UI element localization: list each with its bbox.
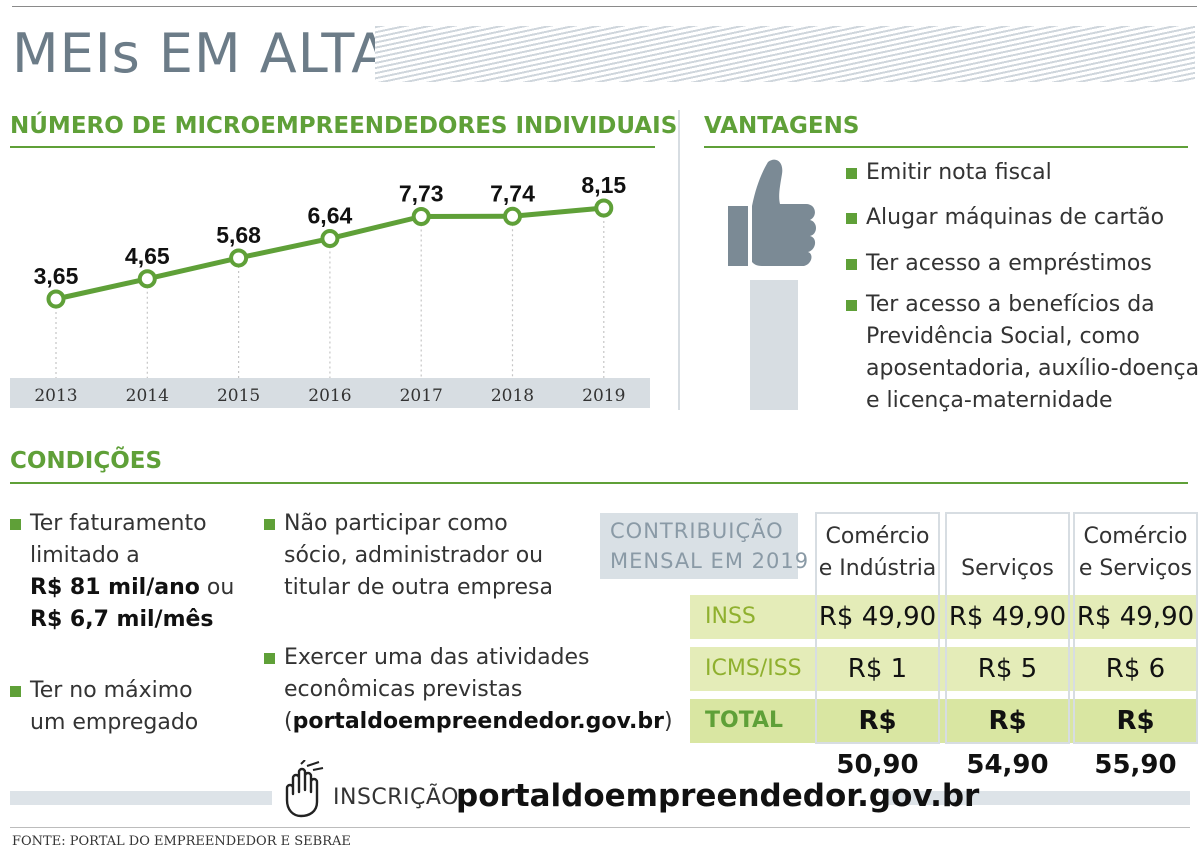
condicoes-heading: CONDIÇÕES xyxy=(10,448,163,474)
data-point-2016 xyxy=(320,229,340,249)
row-label-icms: ICMS/ISS xyxy=(705,656,802,681)
x-tick-2013: 2013 xyxy=(34,386,77,406)
x-tick-2014: 2014 xyxy=(126,386,169,406)
x-tick-2017: 2017 xyxy=(400,386,443,406)
row-label-inss: INSS xyxy=(705,604,756,629)
contribuicao-label: CONTRIBUIÇÃO MENSAL EM 2019 xyxy=(610,519,810,573)
cell-total-servicos: R$ 54,90 xyxy=(966,706,1049,780)
cell-total-comercio-servicos: R$ 55,90 xyxy=(1094,706,1177,780)
cell-inss-servicos: R$ 49,90 xyxy=(948,602,1067,632)
cell-icms-comercio-industria: R$ 1 xyxy=(847,654,908,684)
cell-total-comercio-industria: R$ 50,90 xyxy=(836,706,919,780)
page-title: MEIs EM ALTA xyxy=(12,22,390,85)
condicoes-rule xyxy=(10,482,1188,484)
data-point-2014 xyxy=(137,269,157,289)
vantagem-item-3: Ter acesso a empréstimos xyxy=(846,248,1152,280)
data-label-2019: 8,15 xyxy=(581,172,626,198)
cell-inss-comercio-industria: R$ 49,90 xyxy=(818,602,937,632)
section-divider xyxy=(678,110,680,410)
condicao-atividades: Exercer uma das atividades econômicas pr… xyxy=(264,642,673,738)
x-tick-2018: 2018 xyxy=(491,386,534,406)
data-label-2013: 3,65 xyxy=(34,263,79,289)
condicao-faturamento: Ter faturamento limitado a R$ 81 mil/ano… xyxy=(10,508,234,636)
thumbs-up-icon xyxy=(728,159,816,410)
vantagens-rule xyxy=(704,146,1188,148)
vantagens-heading: VANTAGENS xyxy=(704,113,860,139)
data-label-2018: 7,74 xyxy=(490,180,535,206)
inscricao-bar-left xyxy=(10,791,272,805)
bullet-icon xyxy=(10,686,21,697)
x-tick-2019: 2019 xyxy=(582,386,625,406)
bullet-icon xyxy=(264,519,275,530)
contribuicao-label-box xyxy=(600,513,798,579)
row-label-total: TOTAL xyxy=(705,708,784,733)
portal-link-text: portaldoempreendedor.gov.br xyxy=(292,709,664,734)
condicao-empregado: Ter no máximo um empregado xyxy=(10,675,198,739)
top-rule xyxy=(12,6,1197,7)
data-point-2015 xyxy=(229,248,249,268)
chart-title-rule xyxy=(10,146,655,148)
column-box-servicos xyxy=(945,512,1070,744)
inscricao-url[interactable]: portaldoempreendedor.gov.br xyxy=(456,778,980,814)
data-point-2018 xyxy=(503,206,522,226)
condicao-socio: Não participar como sócio, administrador… xyxy=(264,508,553,604)
pointing-hand-icon xyxy=(285,760,324,818)
x-tick-2015: 2015 xyxy=(217,386,260,406)
limite-mensal: R$ 6,7 mil/mês xyxy=(30,607,214,632)
bullet-icon xyxy=(846,300,857,311)
inscricao-label: INSCRIÇÃO: xyxy=(333,785,467,810)
title-stripes xyxy=(375,26,1195,82)
cell-icms-comercio-servicos: R$ 6 xyxy=(1105,654,1166,684)
data-label-2017: 7,73 xyxy=(399,180,444,206)
column-box-comercio-servicos xyxy=(1073,512,1198,744)
cell-icms-servicos: R$ 5 xyxy=(977,654,1038,684)
cell-inss-comercio-servicos: R$ 49,90 xyxy=(1076,602,1195,632)
chart-title: NÚMERO DE MICROEMPREENDEDORES INDIVIDUAI… xyxy=(10,113,678,139)
bullet-icon xyxy=(264,653,275,664)
row-band-total xyxy=(690,699,1198,743)
data-point-2017 xyxy=(411,206,431,226)
column-box-comercio-industria xyxy=(815,512,940,744)
inscricao-bar-right xyxy=(884,791,1190,805)
column-header-comercio-servicos: Comércio e Serviços xyxy=(1078,524,1193,581)
x-tick-2016: 2016 xyxy=(308,386,351,406)
x-axis-band xyxy=(10,378,650,408)
source-note: FONTE: PORTAL DO EMPREENDEDOR E SEBRAE xyxy=(12,834,351,849)
limite-anual: R$ 81 mil/ano xyxy=(30,575,200,600)
data-label-2016: 6,64 xyxy=(308,203,353,229)
footer-rule xyxy=(10,827,1190,828)
data-point-2013 xyxy=(46,289,66,309)
data-label-2014: 4,65 xyxy=(125,243,170,269)
bullet-icon xyxy=(846,259,857,270)
vantagem-item-2: Alugar máquinas de cartão xyxy=(846,202,1164,234)
row-band-inss xyxy=(690,595,1198,639)
column-header-servicos: Serviços xyxy=(961,556,1054,581)
vantagem-item-1: Emitir nota fiscal xyxy=(846,157,1052,189)
bullet-icon xyxy=(10,519,21,530)
line-chart: 3,65 2013 4,65 2014 5,68 2015 6,64 2016 7,73 2017… xyxy=(10,172,650,408)
column-header-comercio-industria: Comércio e Indústria xyxy=(818,524,937,581)
bullet-icon xyxy=(846,213,857,224)
bullet-icon xyxy=(846,168,857,179)
row-band-icms xyxy=(690,647,1198,691)
data-point-2019 xyxy=(594,198,614,218)
vantagem-item-4: Ter acesso a benefícios da Previdência S… xyxy=(846,289,1199,417)
data-label-2015: 5,68 xyxy=(216,222,261,248)
